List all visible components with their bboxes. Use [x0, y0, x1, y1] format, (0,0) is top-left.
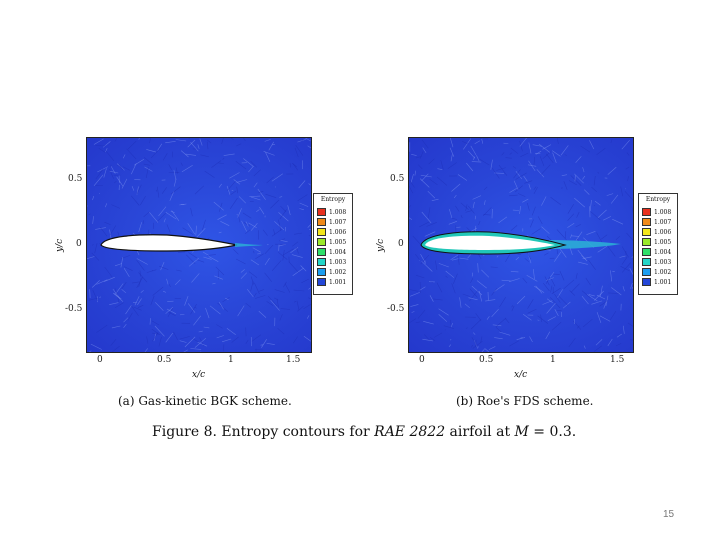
legend-value: 1.003 — [654, 258, 672, 266]
legend-swatch — [317, 278, 326, 286]
legend-value: 1.007 — [654, 218, 672, 226]
legend-value: 1.006 — [329, 228, 347, 236]
panel-b-ytick: 0 — [398, 239, 404, 249]
legend-entry: 1.004 — [642, 248, 671, 256]
legend-swatch — [317, 228, 326, 236]
legend-swatch — [317, 208, 326, 216]
legend-value: 1.004 — [654, 248, 672, 256]
panel-a-wake — [235, 243, 263, 247]
panel-b-wake — [549, 240, 621, 249]
figure-caption-middle: airfoil at — [445, 424, 515, 440]
panel-b-xlabel: x/c — [514, 370, 528, 380]
panel-b-xtick: 1.5 — [610, 355, 625, 365]
panel-a-xtick: 0.5 — [157, 355, 172, 365]
panel-b-legend-title: Entropy — [645, 196, 671, 203]
figure-caption-mach: M — [514, 424, 529, 440]
figure-caption-prefix: Figure 8. Entropy contours for — [152, 424, 375, 440]
panel-a-plot — [86, 137, 312, 353]
panel-b-mesh — [409, 138, 633, 352]
legend-entry: 1.001 — [642, 278, 671, 286]
legend-entry: 1.007 — [642, 218, 671, 226]
legend-value: 1.005 — [329, 238, 347, 246]
legend-value: 1.008 — [654, 208, 672, 216]
legend-value: 1.002 — [654, 268, 672, 276]
legend-entry: 1.008 — [642, 208, 671, 216]
legend-swatch — [642, 268, 651, 276]
legend-entry: 1.003 — [317, 258, 346, 266]
legend-value: 1.002 — [329, 268, 347, 276]
legend-value: 1.001 — [654, 278, 672, 286]
panel-a-xtick: 0 — [97, 355, 103, 365]
legend-value: 1.007 — [329, 218, 347, 226]
legend-entry: 1.003 — [642, 258, 671, 266]
panel-b-ytick: -0.5 — [387, 304, 405, 314]
legend-swatch — [642, 218, 651, 226]
panel-b-airfoil-svg — [420, 231, 621, 255]
legend-entry: 1.002 — [642, 268, 671, 276]
legend-value: 1.006 — [654, 228, 672, 236]
panel-b-airfoil — [425, 235, 555, 250]
panel-a-caption: (a) Gas-kinetic BGK scheme. — [118, 394, 292, 408]
panel-b-xtick: 0.5 — [479, 355, 494, 365]
legend-value: 1.001 — [329, 278, 347, 286]
legend-swatch — [642, 208, 651, 216]
legend-swatch — [317, 268, 326, 276]
legend-entry: 1.007 — [317, 218, 346, 226]
panel-a-xtick: 1.5 — [286, 355, 301, 365]
panel-a-ylabel: y/c — [55, 238, 65, 252]
figure-caption-airfoil: RAE 2822 — [374, 424, 446, 440]
figure-caption: Figure 8. Entropy contours for RAE 2822 … — [152, 424, 576, 440]
legend-entry: 1.004 — [317, 248, 346, 256]
panel-a-mesh — [87, 138, 311, 352]
legend-swatch — [317, 258, 326, 266]
legend-entry: 1.001 — [317, 278, 346, 286]
legend-swatch — [642, 258, 651, 266]
legend-swatch — [317, 218, 326, 226]
panel-b-caption: (b) Roe's FDS scheme. — [456, 394, 594, 408]
panel-b-ylabel: y/c — [376, 238, 386, 252]
panel-a-ytick: 0 — [76, 239, 82, 249]
panel-a-ytick: 0.5 — [68, 174, 83, 184]
legend-swatch — [317, 248, 326, 256]
panel-a-xlabel: x/c — [192, 370, 206, 380]
legend-swatch — [642, 228, 651, 236]
panel-b-xtick: 1 — [550, 355, 556, 365]
panel-a-airfoil — [100, 234, 238, 252]
legend-entry: 1.008 — [317, 208, 346, 216]
panel-a-legend-title: Entropy — [320, 196, 346, 203]
panel-a-airfoil-svg — [100, 234, 263, 252]
page-number: 15 — [663, 509, 675, 520]
panel-a-xtick: 1 — [228, 355, 234, 365]
legend-value: 1.008 — [329, 208, 347, 216]
legend-entry: 1.005 — [642, 238, 671, 246]
figure-caption-suffix: = 0.3. — [528, 424, 577, 440]
legend-swatch — [317, 238, 326, 246]
panel-b-ytick: 0.5 — [390, 174, 405, 184]
legend-swatch — [642, 238, 651, 246]
legend-entry: 1.005 — [317, 238, 346, 246]
legend-value: 1.003 — [329, 258, 347, 266]
panel-a-ytick: -0.5 — [65, 304, 83, 314]
legend-swatch — [642, 278, 651, 286]
panel-a-legend: Entropy 1.008 1.007 1.006 1.005 1.004 1.… — [313, 193, 353, 295]
panel-b-xtick: 0 — [419, 355, 425, 365]
legend-value: 1.005 — [654, 238, 672, 246]
panel-b-plot — [408, 137, 634, 353]
legend-swatch — [642, 248, 651, 256]
legend-entry: 1.002 — [317, 268, 346, 276]
legend-entry: 1.006 — [642, 228, 671, 236]
legend-entry: 1.006 — [317, 228, 346, 236]
panel-b-legend: Entropy 1.008 1.007 1.006 1.005 1.004 1.… — [638, 193, 678, 295]
legend-value: 1.004 — [329, 248, 347, 256]
